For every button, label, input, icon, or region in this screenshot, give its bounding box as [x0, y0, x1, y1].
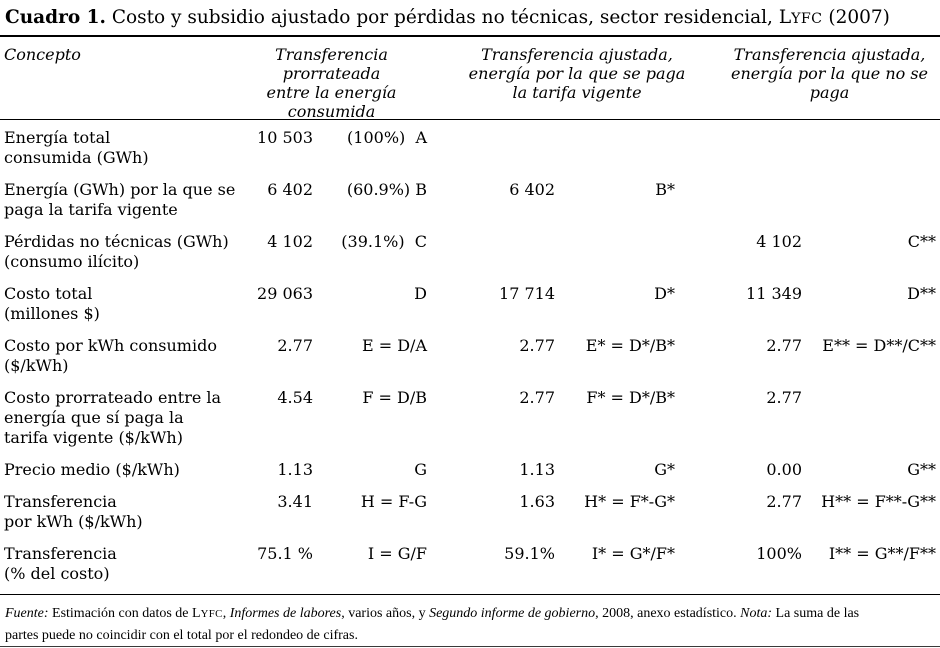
table-row: Transferencia (% del costo) 75.1 % I = G…: [0, 544, 940, 584]
concept-cell: Transferencia (% del costo): [4, 544, 117, 583]
concept-cell: Costo por kWh consumido ($/kWh): [4, 336, 217, 375]
value-ajustada-paga: 59.1%: [504, 544, 555, 563]
label-ajustada-paga: H* = F*-G*: [584, 492, 675, 511]
value-ajustada-no-paga: [679, 180, 806, 220]
value-ajustada-paga: 17 714: [499, 284, 555, 303]
label-prorrateada: (100%) A: [347, 128, 427, 147]
table-row: Energía (GWh) por la que se paga la tari…: [0, 180, 940, 220]
label-ajustada-no-paga: [806, 180, 938, 220]
label-ajustada-no-paga: [806, 128, 938, 168]
table-body: Energía total consumida (GWh) 10 503 (10…: [0, 120, 940, 595]
concept-cell: Pérdidas no técnicas (GWh) (consumo ilíc…: [4, 232, 229, 271]
concept-cell: Costo total (millones $): [4, 284, 100, 323]
label-ajustada-no-paga: I** = G**/F**: [828, 544, 936, 563]
label-ajustada-paga: I* = G*/F*: [591, 544, 675, 563]
label-prorrateada: D: [414, 284, 427, 303]
value-prorrateada: 29 063: [257, 284, 313, 303]
value-ajustada-no-paga: 4 102: [756, 232, 802, 251]
label-ajustada-no-paga: [806, 388, 938, 448]
label-ajustada-paga: G*: [654, 460, 675, 479]
value-ajustada-paga: 2.77: [519, 388, 555, 407]
value-ajustada-no-paga: 2.77: [766, 336, 802, 355]
table-row: Costo total (millones $) 29 063 D 17 714…: [0, 284, 940, 324]
value-ajustada-paga: 1.13: [519, 460, 555, 479]
label-ajustada-paga: F* = D*/B*: [586, 388, 675, 407]
value-ajustada-no-paga: [679, 128, 806, 168]
value-ajustada-no-paga: 2.77: [766, 492, 802, 511]
value-prorrateada: 10 503: [257, 128, 313, 147]
column-header-transferencia-ajustada-paga: Transferencia ajustada, energía por la q…: [468, 44, 686, 102]
column-header-transferencia-ajustada-no-paga: Transferencia ajustada, energía por la q…: [730, 44, 929, 102]
label-prorrateada: G: [414, 460, 427, 479]
value-ajustada-paga: 2.77: [519, 336, 555, 355]
label-ajustada-no-paga: C**: [907, 232, 936, 251]
table-footnote: Fuente: Estimación con datos de LYFC, In…: [5, 606, 860, 643]
value-prorrateada: 6 402: [267, 180, 313, 199]
table-row: Costo por kWh consumido ($/kWh) 2.77 E =…: [0, 336, 940, 376]
value-ajustada-no-paga: 2.77: [766, 388, 802, 407]
concept-cell: Costo prorrateado entre la energía que s…: [4, 388, 222, 447]
label-prorrateada: E = D/A: [361, 336, 427, 355]
value-prorrateada: 1.13: [277, 460, 313, 479]
label-prorrateada: (39.1%) C: [341, 232, 427, 251]
concept-cell: Precio medio ($/kWh): [4, 460, 180, 479]
concept-cell: Energía (GWh) por la que se paga la tari…: [4, 180, 236, 219]
value-ajustada-paga: 6 402: [509, 180, 555, 199]
label-ajustada-no-paga: G**: [907, 460, 936, 479]
column-header-concepto: Concepto: [4, 44, 81, 64]
table-row: Costo prorrateado entre la energía que s…: [0, 388, 940, 448]
value-ajustada-paga: 1.63: [519, 492, 555, 511]
label-ajustada-paga: E* = D*/B*: [585, 336, 675, 355]
value-prorrateada: 4.54: [277, 388, 313, 407]
value-prorrateada: 2.77: [277, 336, 313, 355]
label-prorrateada: F = D/B: [362, 388, 427, 407]
column-header-transferencia-prorrateada: Transferencia prorrateada entre la energ…: [266, 44, 397, 121]
label-ajustada-paga: D*: [654, 284, 675, 303]
label-ajustada-paga: [559, 128, 679, 168]
concept-cell: Energía total consumida (GWh): [4, 128, 149, 167]
label-prorrateada: H = F-G: [360, 492, 427, 511]
label-ajustada-no-paga: E** = D**/C**: [822, 336, 936, 355]
value-ajustada-no-paga: 100%: [756, 544, 802, 563]
value-ajustada-no-paga: 11 349: [746, 284, 802, 303]
value-ajustada-paga: [431, 128, 559, 168]
label-prorrateada: I = G/F: [367, 544, 427, 563]
value-prorrateada: 3.41: [277, 492, 313, 511]
table-row: Energía total consumida (GWh) 10 503 (10…: [0, 128, 940, 168]
value-prorrateada: 4 102: [267, 232, 313, 251]
value-prorrateada: 75.1 %: [257, 544, 313, 563]
label-ajustada-no-paga: H** = F**-G**: [821, 492, 936, 511]
bottom-rule: [0, 646, 940, 647]
table-row: Pérdidas no técnicas (GWh) (consumo ilíc…: [0, 232, 940, 272]
value-ajustada-no-paga: 0.00: [766, 460, 802, 479]
label-ajustada-paga: B*: [655, 180, 675, 199]
table-row: Transferencia por kWh ($/kWh) 3.41 H = F…: [0, 492, 940, 532]
column-header-row: Concepto Transferencia prorrateada entre…: [0, 37, 940, 121]
value-ajustada-paga: [431, 232, 559, 272]
table-row: Precio medio ($/kWh) 1.13 G 1.13 G* 0.00…: [0, 460, 940, 480]
label-prorrateada: (60.9%) B: [346, 180, 427, 199]
label-ajustada-no-paga: D**: [907, 284, 936, 303]
label-ajustada-paga: [559, 232, 679, 272]
concept-cell: Transferencia por kWh ($/kWh): [4, 492, 143, 531]
table-title: Cuadro 1. Costo y subsidio ajustado por …: [0, 0, 940, 37]
